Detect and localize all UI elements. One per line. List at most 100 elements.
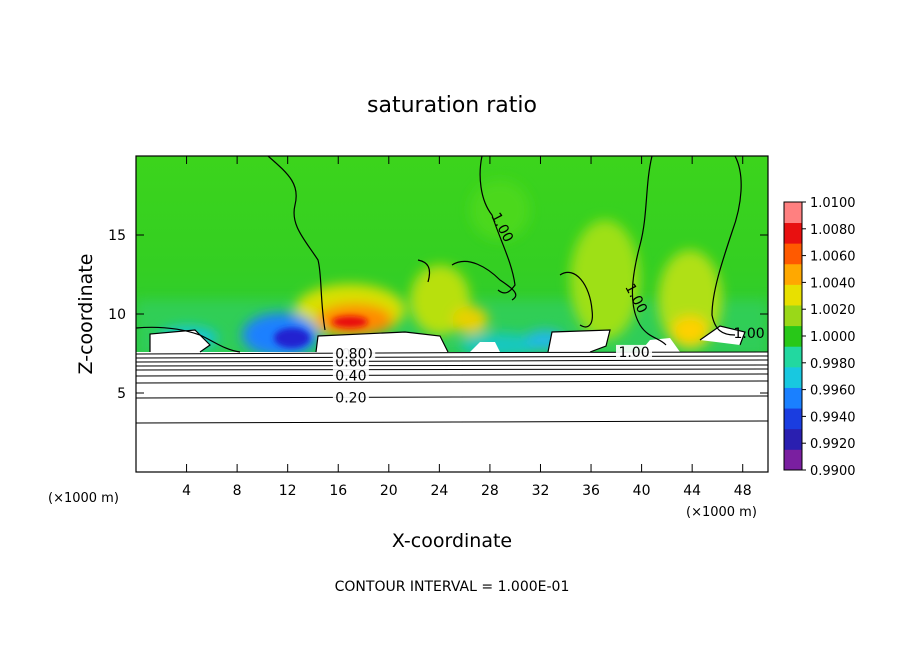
- x-tick-label: 28: [481, 483, 499, 499]
- colorbar-tick-label: 1.0060: [810, 250, 856, 265]
- contour-low-8: [136, 395, 768, 399]
- contour-label-bg: [616, 344, 653, 358]
- contour-label-group: 0.80: [332, 346, 369, 363]
- contour-label: 1.00: [733, 326, 764, 342]
- colorbar-segment: [784, 366, 802, 388]
- colorbar-tick-label: 0.9980: [810, 357, 856, 372]
- contour-low-9: [136, 420, 768, 424]
- contour-1.00-f: [559, 271, 593, 328]
- contour-low-2: [136, 355, 768, 359]
- colorbar-tick-label: 1.0100: [810, 196, 856, 211]
- x-tick-label: 24: [430, 483, 448, 499]
- y-tick-label: 5: [117, 386, 126, 402]
- x-tick-label: 8: [233, 483, 242, 499]
- cloud-patch-3: [150, 330, 210, 352]
- contour-interval-prefix: CONTOUR INTERVAL =: [335, 579, 498, 595]
- colorbar-tick-label: 0.9920: [810, 437, 856, 452]
- cloud-patch-6: [470, 342, 500, 352]
- contour-low-4: [136, 364, 768, 367]
- cloud-patch-4: [700, 326, 745, 345]
- field-anomalies: [158, 180, 722, 357]
- contour-low-6: [136, 373, 768, 377]
- contour-1.00-g: [417, 259, 431, 283]
- contour-1.00-d: [711, 156, 742, 336]
- contour-cloud-3: [149, 329, 211, 353]
- contour-1.00-a: [267, 156, 326, 331]
- colorbar-tick-label: 0.9900: [810, 464, 856, 479]
- y-axis-title: Z-coordinate: [75, 254, 97, 375]
- contour-label-group: 0.20: [332, 390, 369, 407]
- contour-cloud-2: [547, 329, 611, 353]
- anomaly-core-blue: [274, 328, 310, 348]
- anomaly-yellow-3: [452, 306, 488, 334]
- anomaly-yellow-4: [570, 220, 640, 340]
- x-axis-unit-right: (×1000 m): [686, 505, 757, 520]
- contour-label-group: 1.00: [733, 326, 764, 342]
- anomaly-core-red: [332, 316, 368, 328]
- colorbar-tick-label: 1.0040: [810, 276, 856, 291]
- x-tick-label: 20: [380, 483, 398, 499]
- contour-low-7: [136, 380, 768, 384]
- contour-label-group: 0.40: [332, 368, 369, 385]
- field-anomaly-cores: [274, 316, 368, 348]
- colorbar: 1.0100 1.0080 1.0060 1.0040 1.0020 1.0000 0.99…: [783, 196, 856, 479]
- colorbar-segment: [784, 346, 802, 368]
- contour-interval-value: 1.000E-01: [498, 579, 570, 595]
- colorbar-segment: [784, 408, 802, 430]
- field-dry-layer: [136, 352, 768, 472]
- x-tick-label: 4: [182, 483, 191, 499]
- heatmap-field: [136, 156, 768, 472]
- contour-label: 0.80: [335, 347, 366, 363]
- colorbar-tick-label: 1.0080: [810, 223, 856, 238]
- chart-title: saturation ratio: [367, 93, 537, 118]
- contour-cloud-1: [315, 331, 449, 353]
- contour-cloud-4: [699, 325, 746, 346]
- y-tick-label: 10: [108, 307, 126, 323]
- colorbar-tick-label: 0.9940: [810, 410, 856, 425]
- x-axis-title: X-coordinate: [392, 530, 512, 552]
- colorbar-tick-label: 0.9960: [810, 384, 856, 399]
- x-tick-label: 16: [329, 483, 347, 499]
- contour-lines-lower: [136, 351, 768, 424]
- colorbar-segment: [784, 243, 802, 265]
- contour-label: 0.40: [335, 369, 366, 385]
- contour-low-3: [136, 359, 768, 363]
- contour-low-5: [136, 368, 768, 371]
- contour-label-bg: [332, 346, 369, 360]
- contour-label-bg: [332, 390, 369, 404]
- colorbar-segment: [784, 449, 802, 471]
- contour-1.00-b: [479, 156, 516, 294]
- contour-interval-text: CONTOUR INTERVAL = 1.000E-01: [335, 579, 570, 595]
- x-axis-ticks: 4 8 12 16 20 24 28 32 36 40 44 48: [182, 156, 752, 499]
- colorbar-segment: [784, 222, 802, 244]
- contour-label-bg: [332, 368, 369, 382]
- x-tick-label: 40: [633, 483, 651, 499]
- x-axis-unit-left: (×1000 m): [48, 491, 119, 506]
- contour-label-group: 1.00: [616, 344, 653, 361]
- colorbar-tick-label: 1.0020: [810, 303, 856, 318]
- x-tick-label: 44: [683, 483, 701, 499]
- colorbar-segment: [784, 325, 802, 347]
- contour-1.00-c: [631, 156, 667, 346]
- x-tick-label: 32: [532, 483, 550, 499]
- colorbar-segment: [784, 202, 802, 224]
- cloud-patch-2: [548, 330, 610, 352]
- colorbar-segment: [784, 428, 802, 450]
- colorbar-segment: [784, 263, 802, 285]
- colorbar-tick-label: 1.0000: [810, 330, 856, 345]
- x-tick-label: 36: [582, 483, 600, 499]
- y-tick-label: 15: [108, 228, 126, 244]
- colorbar-segment: [784, 284, 802, 306]
- anomaly-green-1: [470, 180, 530, 240]
- contour-low-1: [136, 351, 768, 355]
- contour-label: 1.00: [618, 345, 649, 361]
- contour-1.00-e: [451, 260, 517, 301]
- contour-label: 0.20: [335, 391, 366, 407]
- y-axis-ticks: 5 10 15: [108, 228, 768, 402]
- contour-lines: [136, 156, 746, 353]
- x-tick-label: 48: [734, 483, 752, 499]
- anomaly-yellow-6: [672, 316, 708, 344]
- colorbar-segment: [784, 387, 802, 409]
- colorbar-segment: [784, 305, 802, 327]
